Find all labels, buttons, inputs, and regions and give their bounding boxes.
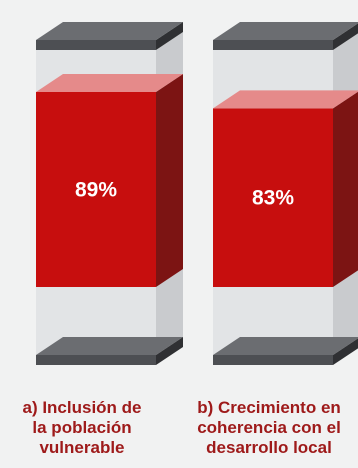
value-bar (36, 74, 183, 287)
category-label-line: coherencia con el (197, 418, 341, 437)
bottom-cap (213, 337, 358, 365)
bottom-cap-side (156, 337, 183, 365)
bottom-cap-side (333, 338, 358, 365)
category-label-a: a) Inclusión de la población vulnerable (2, 398, 162, 458)
bottom-cap (36, 337, 183, 365)
value-bar-front (213, 108, 333, 287)
bottom-cap-top (36, 337, 183, 355)
top-cap-front (213, 40, 333, 50)
value-label: 89% (75, 179, 117, 202)
category-label-line: desarrollo local (206, 438, 332, 457)
top-cap (213, 22, 358, 50)
bottom-cap-top (213, 337, 358, 355)
category-label-b: b) Crecimiento en coherencia con el desa… (189, 398, 349, 458)
category-label-line: b) Crecimiento en (197, 398, 341, 417)
bottom-cap-front (36, 355, 156, 365)
category-label-line: a) Inclusión de (22, 398, 142, 417)
value-bar-side (156, 74, 183, 287)
top-cap-side (333, 23, 358, 50)
top-cap (36, 22, 183, 50)
value-label: 83% (252, 187, 294, 210)
top-cap-side (156, 22, 183, 50)
value-bar-side (333, 91, 358, 287)
value-bar (213, 90, 358, 287)
category-label-line: vulnerable (39, 438, 125, 457)
top-cap-top (36, 22, 183, 40)
bottom-cap-front (213, 355, 333, 365)
value-bar-top (213, 90, 358, 109)
category-label-line: la población (32, 418, 132, 437)
value-bar-front (36, 92, 156, 287)
top-cap-front (36, 40, 156, 50)
value-bar-top (36, 74, 183, 93)
top-cap-top (213, 22, 358, 40)
